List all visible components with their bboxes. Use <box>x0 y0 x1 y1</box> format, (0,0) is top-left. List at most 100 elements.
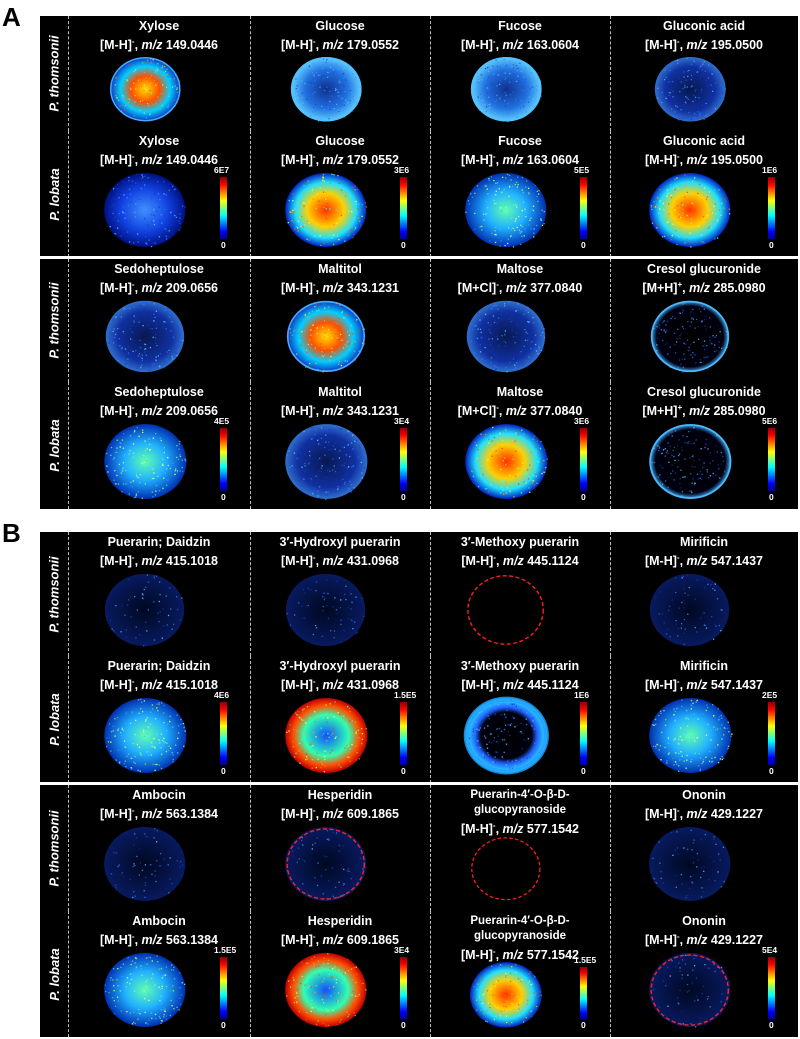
pixel-speck <box>720 738 723 740</box>
ion-image-cell: 3′-Hydroxyl puerarin [M-H]-, m/z 431.0968 <box>250 532 430 656</box>
pixel-speck <box>108 992 110 994</box>
pixel-speck <box>689 587 691 589</box>
adduct: [M-H] <box>644 933 677 948</box>
pixel-speck <box>351 228 353 231</box>
pixel-speck <box>319 752 321 754</box>
pixel-speck <box>520 99 522 102</box>
ion-image-cell: Gluconic acid [M-H]-, m/z 195.0500 1E6 0 <box>610 131 798 257</box>
pixel-speck <box>125 363 127 365</box>
pixel-speck <box>164 1008 167 1010</box>
pixel-speck <box>685 717 687 720</box>
pixel-speck <box>517 979 519 981</box>
pixel-speck <box>522 995 524 997</box>
pixel-speck <box>338 328 340 331</box>
pixel-speck <box>144 351 146 353</box>
pixel-speck <box>334 630 336 632</box>
pixel-speck <box>666 320 669 322</box>
pixel-speck <box>305 436 307 438</box>
pixel-speck <box>725 200 727 202</box>
pixel-speck <box>316 490 318 492</box>
compound-name: Sedoheptulose <box>114 262 204 276</box>
pixel-speck <box>157 181 159 183</box>
pixel-speck <box>527 307 529 309</box>
pixel-speck <box>700 838 702 841</box>
pixel-speck <box>713 860 716 862</box>
pixel-speck <box>289 338 292 340</box>
pixel-speck <box>707 998 709 1000</box>
pixel-speck <box>716 728 718 730</box>
pixel-speck <box>713 963 716 965</box>
pixel-speck <box>525 472 528 474</box>
pixel-speck <box>477 82 479 84</box>
pixel-speck <box>511 715 514 718</box>
colorbar <box>400 177 407 239</box>
pixel-speck <box>702 75 704 77</box>
pixel-speck <box>719 624 721 627</box>
pixel-speck <box>532 438 534 440</box>
pixel-speck <box>152 437 154 439</box>
pixel-speck <box>107 471 109 473</box>
pixel-speck <box>120 472 122 474</box>
pixel-speck <box>717 73 719 76</box>
pixel-speck <box>527 89 529 91</box>
pixel-speck <box>517 81 520 84</box>
pixel-speck <box>521 209 524 212</box>
pixel-speck <box>353 234 356 236</box>
pixel-speck <box>364 208 366 211</box>
ion-image-cell: Sedoheptulose [M-H]-, m/z 209.0656 4E5 0 <box>68 382 250 509</box>
pixel-speck <box>703 61 705 63</box>
mz-label: m/z <box>505 281 527 296</box>
pixel-speck <box>115 96 117 98</box>
pixel-speck <box>678 1002 680 1004</box>
pixel-speck <box>155 763 158 766</box>
pixel-speck <box>162 722 165 724</box>
pixel-speck <box>728 981 731 983</box>
pixel-speck <box>293 979 295 981</box>
pixel-speck <box>124 760 126 762</box>
pixel-speck <box>715 213 717 215</box>
pixel-speck <box>663 79 665 81</box>
pixel-speck <box>118 463 120 466</box>
pixel-speck <box>315 766 317 769</box>
pixel-speck <box>498 83 500 85</box>
ion-formula: [M-H]-, m/z 577.1542 <box>460 947 580 963</box>
pixel-speck <box>116 605 118 607</box>
pixel-speck <box>722 609 724 611</box>
pixel-speck <box>472 998 474 1000</box>
pixel-speck <box>166 76 169 79</box>
pixel-speck <box>350 968 352 971</box>
pixel-speck <box>696 429 699 432</box>
pixel-speck <box>141 233 144 235</box>
pixel-speck <box>495 304 497 306</box>
pixel-speck <box>345 195 347 197</box>
pixel-speck <box>478 80 480 82</box>
pixel-speck <box>316 1023 318 1026</box>
ion-title: Glucose [M-H]-, m/z 179.0552 <box>250 134 430 168</box>
pixel-speck <box>125 832 128 834</box>
pixel-speck <box>715 350 718 352</box>
pixel-speck <box>344 593 346 596</box>
pixel-speck <box>658 212 660 214</box>
pixel-speck <box>326 86 328 88</box>
pixel-speck <box>520 351 522 353</box>
pixel-speck <box>525 723 527 726</box>
pixel-speck <box>124 212 126 215</box>
ion-formula: [M-H]-, m/z 431.0968 <box>280 677 400 693</box>
pixel-speck <box>338 238 340 241</box>
pixel-speck <box>128 450 131 452</box>
pixel-speck <box>674 849 677 851</box>
pixel-speck <box>300 981 302 983</box>
pixel-speck <box>487 212 489 214</box>
pixel-speck <box>511 217 513 219</box>
pixel-speck <box>489 1003 491 1005</box>
pixel-speck <box>161 67 163 69</box>
pixel-speck <box>134 896 137 898</box>
pixel-speck <box>308 587 310 590</box>
pixel-speck <box>134 216 137 218</box>
pixel-speck <box>511 329 513 331</box>
tissue-section <box>286 573 366 647</box>
pixel-speck <box>326 200 328 202</box>
pixel-speck <box>505 206 507 208</box>
pixel-speck <box>338 317 340 320</box>
pixel-speck <box>178 229 181 231</box>
